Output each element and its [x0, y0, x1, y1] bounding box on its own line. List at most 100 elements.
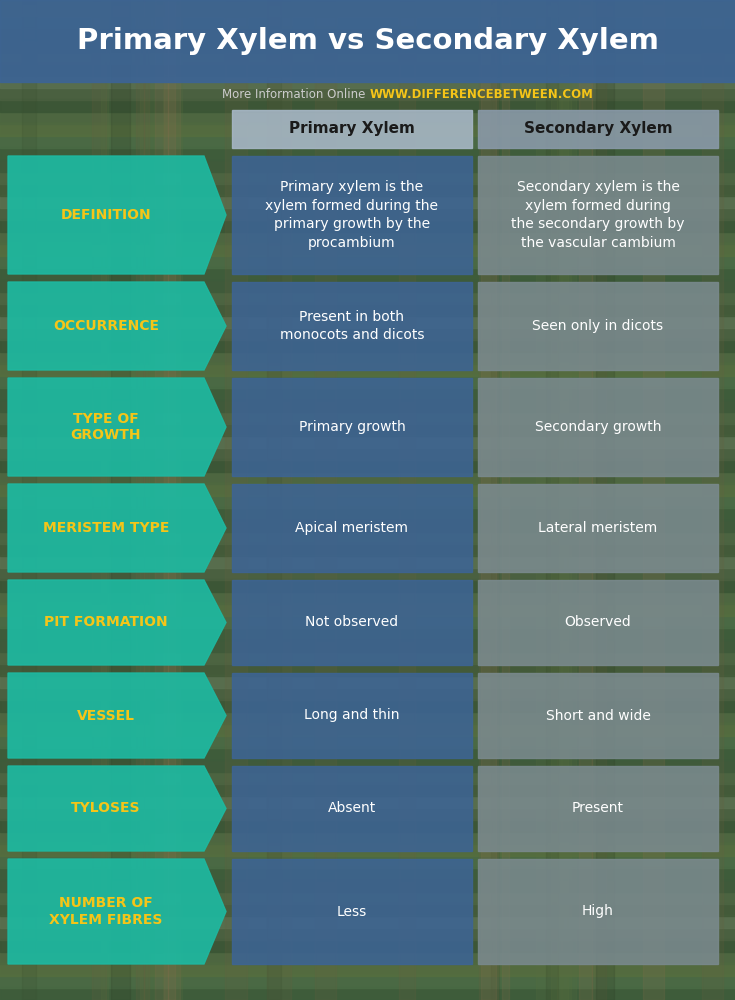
Bar — [0, 339, 735, 352]
Bar — [478, 673, 718, 758]
Bar — [0, 39, 735, 52]
Bar — [579, 0, 592, 1000]
Bar — [0, 723, 735, 736]
Text: OCCURRENCE: OCCURRENCE — [53, 319, 159, 333]
Polygon shape — [8, 673, 226, 758]
Bar — [0, 483, 735, 496]
Text: Lateral meristem: Lateral meristem — [538, 521, 658, 535]
Bar — [0, 855, 735, 868]
Bar — [0, 615, 735, 628]
Bar — [232, 859, 472, 964]
Bar — [398, 0, 415, 1000]
Bar — [0, 807, 735, 820]
Bar — [111, 0, 130, 1000]
Text: Apical meristem: Apical meristem — [295, 521, 409, 535]
Bar — [163, 0, 182, 1000]
Bar — [0, 975, 735, 988]
Polygon shape — [8, 766, 226, 851]
Text: NUMBER OF
XYLEM FIBRES: NUMBER OF XYLEM FIBRES — [49, 896, 162, 927]
Bar — [0, 567, 735, 580]
Polygon shape — [8, 156, 226, 274]
Bar — [267, 0, 281, 1000]
Bar — [0, 363, 735, 376]
Bar — [0, 219, 735, 232]
Text: Primary Xylem: Primary Xylem — [289, 121, 415, 136]
Bar — [0, 531, 735, 544]
Text: Secondary growth: Secondary growth — [535, 420, 662, 434]
Bar — [0, 735, 735, 748]
Bar — [502, 0, 509, 1000]
Polygon shape — [8, 484, 226, 572]
Bar — [546, 0, 558, 1000]
Bar — [101, 0, 108, 1000]
Bar — [0, 27, 735, 40]
Bar — [562, 0, 576, 1000]
Bar — [0, 195, 735, 208]
Bar — [225, 0, 246, 1000]
Bar — [315, 0, 337, 1000]
Text: TYPE OF
GROWTH: TYPE OF GROWTH — [71, 412, 141, 442]
Bar — [0, 231, 735, 244]
Bar — [537, 0, 561, 1000]
Polygon shape — [8, 378, 226, 476]
Bar — [0, 639, 735, 652]
Bar — [0, 147, 735, 160]
Bar — [0, 495, 735, 508]
Bar — [0, 867, 735, 880]
Text: Observed: Observed — [564, 615, 631, 630]
Bar — [0, 171, 735, 184]
Bar — [232, 110, 472, 148]
Bar — [0, 651, 735, 664]
Bar — [0, 891, 735, 904]
Bar — [0, 279, 735, 292]
Bar — [478, 484, 718, 572]
Bar — [0, 951, 735, 964]
Text: Long and thin: Long and thin — [304, 708, 400, 722]
Bar — [0, 267, 735, 280]
Bar — [551, 0, 568, 1000]
Bar — [0, 87, 735, 100]
Bar — [0, 327, 735, 340]
Bar — [0, 603, 735, 616]
Bar — [232, 156, 472, 274]
Bar — [478, 378, 718, 476]
Bar — [0, 963, 735, 976]
Bar — [0, 591, 735, 604]
Bar — [478, 766, 718, 851]
Bar — [0, 51, 735, 64]
Bar — [0, 543, 735, 556]
Text: Secondary Xylem: Secondary Xylem — [523, 121, 673, 136]
Text: DEFINITION: DEFINITION — [61, 208, 151, 222]
Bar — [164, 0, 179, 1000]
Bar — [0, 747, 735, 760]
Text: Short and wide: Short and wide — [545, 708, 650, 722]
Polygon shape — [8, 859, 226, 964]
Bar — [232, 766, 472, 851]
Bar — [0, 255, 735, 268]
Bar — [0, 915, 735, 928]
Bar — [0, 471, 735, 484]
Bar — [492, 0, 499, 1000]
Bar — [703, 0, 723, 1000]
Bar — [0, 843, 735, 856]
Bar — [0, 447, 735, 460]
Bar — [592, 0, 606, 1000]
Bar — [0, 675, 735, 688]
Bar — [0, 699, 735, 712]
Bar — [0, 3, 735, 16]
Text: Not observed: Not observed — [306, 615, 398, 630]
Bar — [0, 903, 735, 916]
Bar — [0, 987, 735, 1000]
Text: MERISTEM TYPE: MERISTEM TYPE — [43, 521, 169, 535]
Bar — [232, 282, 472, 370]
Bar — [0, 759, 735, 772]
Bar — [0, 135, 735, 148]
Bar — [0, 0, 735, 82]
Bar — [596, 0, 614, 1000]
Bar — [137, 0, 144, 1000]
Bar — [267, 0, 290, 1000]
Bar — [0, 111, 735, 124]
Bar — [0, 291, 735, 304]
Bar — [0, 75, 735, 88]
Bar — [0, 243, 735, 256]
